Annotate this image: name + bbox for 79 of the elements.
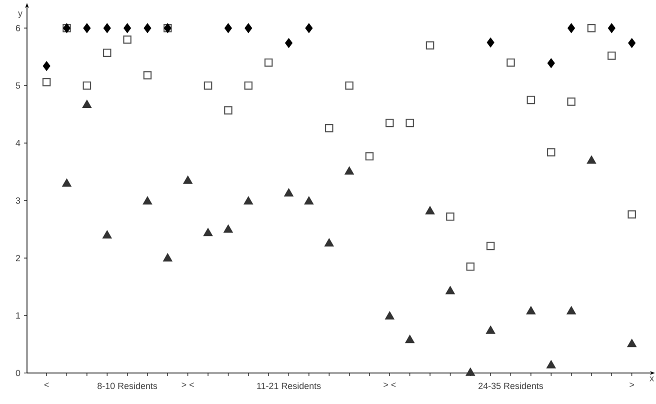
point — [83, 23, 91, 33]
point — [546, 360, 556, 368]
point — [163, 253, 172, 262]
point — [142, 196, 152, 205]
point — [526, 306, 536, 314]
point — [608, 23, 616, 33]
point — [284, 188, 294, 196]
x-tick-label: > < — [182, 382, 194, 388]
x-tick-label: 11-21 Residents — [257, 382, 321, 390]
point — [587, 24, 596, 32]
y-tick-label: 3 — [16, 197, 20, 204]
point — [466, 262, 475, 271]
point — [42, 78, 51, 86]
point — [324, 124, 334, 132]
point — [546, 148, 556, 156]
point — [102, 230, 112, 238]
point — [628, 210, 636, 218]
point — [224, 224, 233, 233]
x-tick-label: < — [44, 382, 49, 388]
point — [385, 312, 394, 320]
point — [62, 178, 72, 187]
point — [466, 368, 475, 376]
point — [608, 52, 616, 60]
point — [426, 41, 434, 50]
point — [244, 81, 253, 90]
point — [446, 286, 455, 294]
y-tick-label: 0 — [16, 370, 20, 376]
point — [183, 176, 192, 184]
point — [567, 98, 576, 106]
point — [103, 23, 111, 33]
point — [204, 228, 213, 236]
point — [426, 206, 435, 214]
point — [405, 335, 414, 344]
x-axis-title: x — [650, 376, 654, 382]
point — [586, 156, 596, 164]
point — [102, 48, 112, 57]
x-tick-label: > < — [384, 382, 396, 388]
y-axis-title: y — [18, 12, 22, 18]
point — [526, 96, 536, 104]
point — [446, 212, 454, 221]
point — [244, 23, 252, 33]
point — [82, 100, 92, 108]
point — [123, 35, 132, 44]
y-tick-label: 1 — [16, 312, 20, 319]
x-tick-label: 8-10 Residents — [98, 382, 158, 390]
x-tick-label: > — [630, 382, 634, 388]
point — [304, 196, 314, 205]
x-tick-label: 24-35 Residents — [478, 382, 544, 390]
point — [204, 81, 212, 90]
point — [547, 58, 555, 68]
point — [627, 339, 636, 348]
point — [224, 23, 232, 33]
point — [143, 71, 152, 80]
point — [506, 58, 515, 67]
point — [486, 326, 496, 334]
point — [42, 61, 50, 71]
point — [144, 23, 152, 33]
point — [486, 242, 495, 250]
point — [406, 118, 414, 128]
point — [386, 118, 394, 128]
point — [628, 38, 636, 48]
point — [486, 38, 494, 48]
point — [324, 238, 334, 247]
point — [285, 38, 292, 48]
point — [264, 58, 273, 67]
point — [568, 23, 575, 33]
point — [345, 81, 354, 90]
point — [82, 81, 92, 90]
point — [344, 166, 354, 175]
y-tick-label: 4 — [16, 140, 20, 146]
point — [244, 196, 253, 205]
point — [365, 152, 374, 160]
y-tick-label: 2 — [16, 254, 20, 262]
y-tick-label: 6 — [16, 24, 20, 32]
point — [224, 106, 232, 114]
point — [305, 23, 313, 33]
point — [566, 306, 576, 314]
y-tick-label: 5 — [16, 82, 20, 89]
point — [124, 23, 131, 33]
